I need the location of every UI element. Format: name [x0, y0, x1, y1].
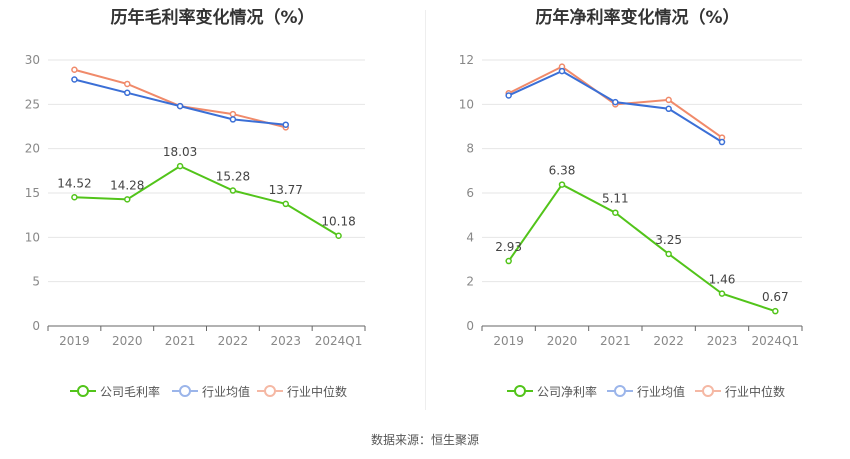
- net-margin-chart: 0 2 4 6 8 10 12 2019 2020 2021 2022 2023 2024Q1 2.93 6…: [459, 53, 803, 348]
- data-label: 5.11: [602, 192, 629, 206]
- data-point-industry-avg: [558, 67, 566, 75]
- net-margin-chart-panel: 历年净利率变化情况（%） 0 2 4 6 8 10 12 2019 2020 2021 2022 20…: [425, 0, 850, 420]
- y-tick-label: 15: [25, 186, 40, 200]
- y-tick-label: 25: [25, 97, 40, 111]
- y-tick-label: 6: [466, 186, 474, 200]
- x-tick-label: 2021: [165, 334, 196, 348]
- legend-label-company: 公司净利率: [537, 384, 598, 399]
- data-point-industry-avg: [71, 76, 78, 83]
- x-tick-label: 2020: [112, 334, 143, 348]
- legend-label-industry-avg: 行业均值: [637, 384, 686, 399]
- x-tick-label: 2020: [547, 334, 578, 348]
- data-point-industry-median: [71, 66, 78, 74]
- y-tick-label: 12: [459, 53, 474, 67]
- y-tick-label: 2: [466, 275, 474, 289]
- x-tick-label: 2019: [59, 334, 90, 348]
- data-label: 0.67: [762, 290, 789, 304]
- data-point-company: [665, 250, 672, 258]
- x-tick-label: 2019: [493, 334, 524, 348]
- net-margin-legend: 公司净利率 行业均值 行业中位数: [425, 381, 850, 401]
- gross-margin-chart: 0 5 10 15 20 25 30 2019 2020 2021 2022 2023 2024Q1 14…: [25, 53, 366, 348]
- data-point-company: [772, 307, 779, 315]
- data-point-company: [612, 209, 619, 216]
- gross-margin-legend: 公司毛利率 行业均值 行业中位数: [0, 381, 425, 401]
- x-tick-label: 2023: [707, 334, 738, 348]
- series-line-company: [507, 183, 776, 313]
- data-point-industry-avg: [282, 121, 289, 128]
- data-label: 6.38: [549, 164, 576, 178]
- data-point-company: [335, 232, 342, 239]
- legend-item-company[interactable]: 公司毛利率: [70, 381, 160, 401]
- data-point-industry-median: [665, 96, 672, 104]
- y-tick-label: 10: [25, 230, 40, 244]
- y-tick-label: 8: [466, 142, 474, 156]
- data-label: 14.52: [57, 176, 91, 190]
- data-point-industry-median: [229, 110, 237, 118]
- x-tick-label: 2022: [653, 334, 684, 348]
- legend-marker-company: [70, 384, 96, 398]
- x-tick-label: 2023: [270, 334, 301, 348]
- x-tick-label: 2024Q1: [315, 334, 363, 348]
- data-label: 18.03: [163, 145, 197, 159]
- legend-item-industry-median[interactable]: 行业中位数: [257, 381, 347, 401]
- data-point-company: [505, 257, 512, 265]
- legend-label-industry-median: 行业中位数: [287, 384, 348, 399]
- series-line-industry-median: [74, 68, 286, 129]
- series-line-industry-avg: [74, 78, 286, 126]
- y-tick-label: 5: [32, 275, 40, 289]
- data-label: 2.93: [495, 240, 522, 254]
- data-point-company: [718, 290, 726, 297]
- data-point-company: [176, 162, 184, 170]
- data-point-industry-avg: [612, 98, 619, 106]
- data-label: 13.77: [269, 183, 303, 197]
- data-label: 15.28: [216, 170, 250, 184]
- gross-margin-chart-panel: 历年毛利率变化情况（%） 0 5 10 15 20 25 30 2019 2020 2021 202…: [0, 0, 425, 420]
- data-point-company: [282, 200, 289, 208]
- legend-label-industry-median: 行业中位数: [725, 384, 786, 399]
- x-tick-label: 2021: [600, 334, 631, 348]
- y-tick-label: 4: [466, 230, 474, 244]
- x-tick-label: 2024Q1: [752, 334, 800, 348]
- legend-marker-industry-avg: [607, 384, 633, 398]
- y-tick-label: 30: [25, 53, 40, 67]
- y-tick-label: 20: [25, 142, 40, 156]
- data-point-company: [558, 181, 566, 188]
- legend-item-company[interactable]: 公司净利率: [507, 381, 597, 401]
- data-label: 1.46: [709, 273, 736, 287]
- legend-marker-industry-median: [695, 384, 721, 398]
- legend-item-industry-avg[interactable]: 行业均值: [607, 381, 685, 401]
- legend-marker-industry-median: [257, 384, 283, 398]
- data-source-note: 数据来源：恒生聚源: [370, 433, 479, 447]
- panel-divider: [425, 10, 426, 410]
- data-point-company: [229, 187, 237, 194]
- data-point-industry-avg: [718, 138, 726, 146]
- legend-item-industry-avg[interactable]: 行业均值: [172, 381, 250, 401]
- data-point-company: [124, 196, 131, 203]
- legend-marker-industry-avg: [172, 384, 198, 398]
- x-tick-label: 2022: [218, 334, 249, 348]
- series-line-company: [74, 164, 340, 237]
- gross-margin-chart-title: 历年毛利率变化情况（%）: [110, 8, 315, 28]
- data-label: 3.25: [655, 233, 682, 247]
- data-label: 10.18: [321, 215, 355, 229]
- legend-label-industry-avg: 行业均值: [202, 384, 251, 399]
- data-point-industry-avg: [505, 92, 512, 99]
- data-point-industry-median: [124, 80, 131, 88]
- data-point-industry-avg: [229, 116, 237, 123]
- data-point-industry-avg: [665, 105, 672, 113]
- y-tick-label: 10: [459, 97, 474, 111]
- legend-label-company: 公司毛利率: [100, 384, 161, 399]
- legend-item-industry-median[interactable]: 行业中位数: [695, 381, 785, 401]
- y-tick-label: 0: [466, 319, 474, 333]
- data-point-industry-avg: [124, 89, 131, 97]
- data-label: 14.28: [110, 178, 144, 192]
- y-tick-label: 0: [32, 319, 40, 333]
- data-point-industry-avg: [176, 102, 184, 110]
- net-margin-chart-title: 历年净利率变化情况（%）: [535, 8, 740, 28]
- legend-marker-company: [507, 384, 533, 398]
- data-point-company: [71, 194, 78, 201]
